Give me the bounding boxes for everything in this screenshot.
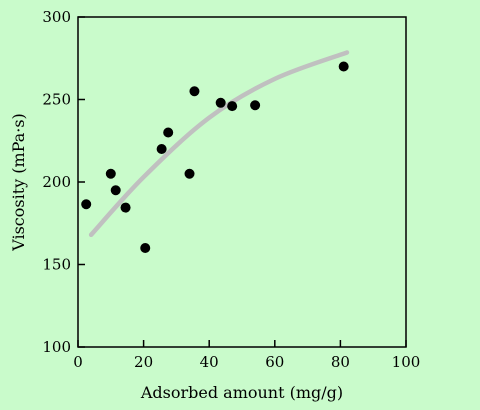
x-tick-label: 60 [265,353,284,371]
plot-frame [77,16,407,348]
y-tick-label: 150 [42,256,71,274]
data-point [227,101,238,112]
data-point [163,127,174,138]
trend-line-layer [88,50,350,238]
data-point [189,86,200,97]
data-point [338,61,349,72]
x-tick-label: 80 [331,353,350,371]
y-tick-label: 300 [42,8,71,26]
data-point [81,199,92,210]
data-point [105,168,116,179]
data-point [140,243,151,253]
x-axis-label: Adsorbed amount (mg/g) [140,383,343,402]
x-tick-label: 20 [134,353,153,371]
x-tick-label: 0 [73,353,83,371]
y-tick-label: 100 [42,338,71,356]
data-point [250,100,261,111]
y-tick-label: 200 [42,173,71,191]
data-point [215,97,226,108]
x-axis-ticks: 0 20 40 60 80 100 [73,340,420,371]
data-point [156,144,167,154]
data-point [110,185,121,196]
y-axis-label: Viscosity (mPa·s) [9,113,28,252]
y-tick-label: 250 [42,91,71,109]
trend-line [88,50,350,238]
x-tick-label: 40 [200,353,219,371]
y-axis-ticks: 100 150 200 250 300 [42,8,85,356]
data-point [184,168,195,179]
data-point [120,202,131,213]
data-points-layer [81,61,349,253]
x-tick-label: 100 [392,353,421,371]
